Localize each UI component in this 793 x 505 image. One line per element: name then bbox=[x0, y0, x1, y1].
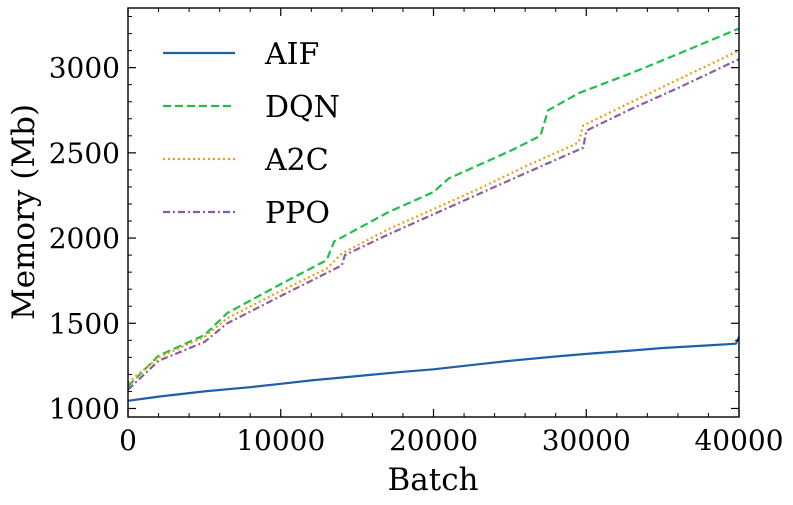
legend-label-ppo: PPO bbox=[265, 196, 330, 231]
x-tick-label: 20000 bbox=[389, 424, 478, 457]
y-tick-label: 2500 bbox=[49, 137, 120, 170]
x-axis-title: Batch bbox=[387, 462, 478, 498]
legend-label-dqn: DQN bbox=[265, 90, 340, 125]
ticks-layer: 0 10000 20000 30000 40000 1000 1500 2000 2500 300… bbox=[49, 8, 784, 457]
x-tick-label: 10000 bbox=[236, 424, 325, 457]
x-tick-label: 0 bbox=[119, 424, 137, 457]
x-tick-label: 30000 bbox=[542, 424, 631, 457]
series-line-ppo bbox=[127, 58, 740, 391]
series-line-aif bbox=[127, 336, 741, 402]
legend-label-a2c: A2C bbox=[264, 143, 329, 178]
y-tick-label: 1500 bbox=[49, 307, 120, 340]
series-line-a2c bbox=[127, 49, 740, 384]
series-layer bbox=[127, 27, 741, 402]
y-tick-label: 1000 bbox=[49, 392, 120, 425]
x-tick-label: 40000 bbox=[694, 424, 783, 457]
y-tick-label: 2000 bbox=[49, 222, 120, 255]
legend-label-aif: AIF bbox=[264, 37, 319, 72]
legend: AIF DQN A2C PPO bbox=[163, 37, 340, 231]
series-line-dqn bbox=[127, 27, 740, 388]
y-tick-label: 3000 bbox=[49, 52, 120, 85]
y-axis-title: Memory (Mb) bbox=[6, 104, 42, 320]
